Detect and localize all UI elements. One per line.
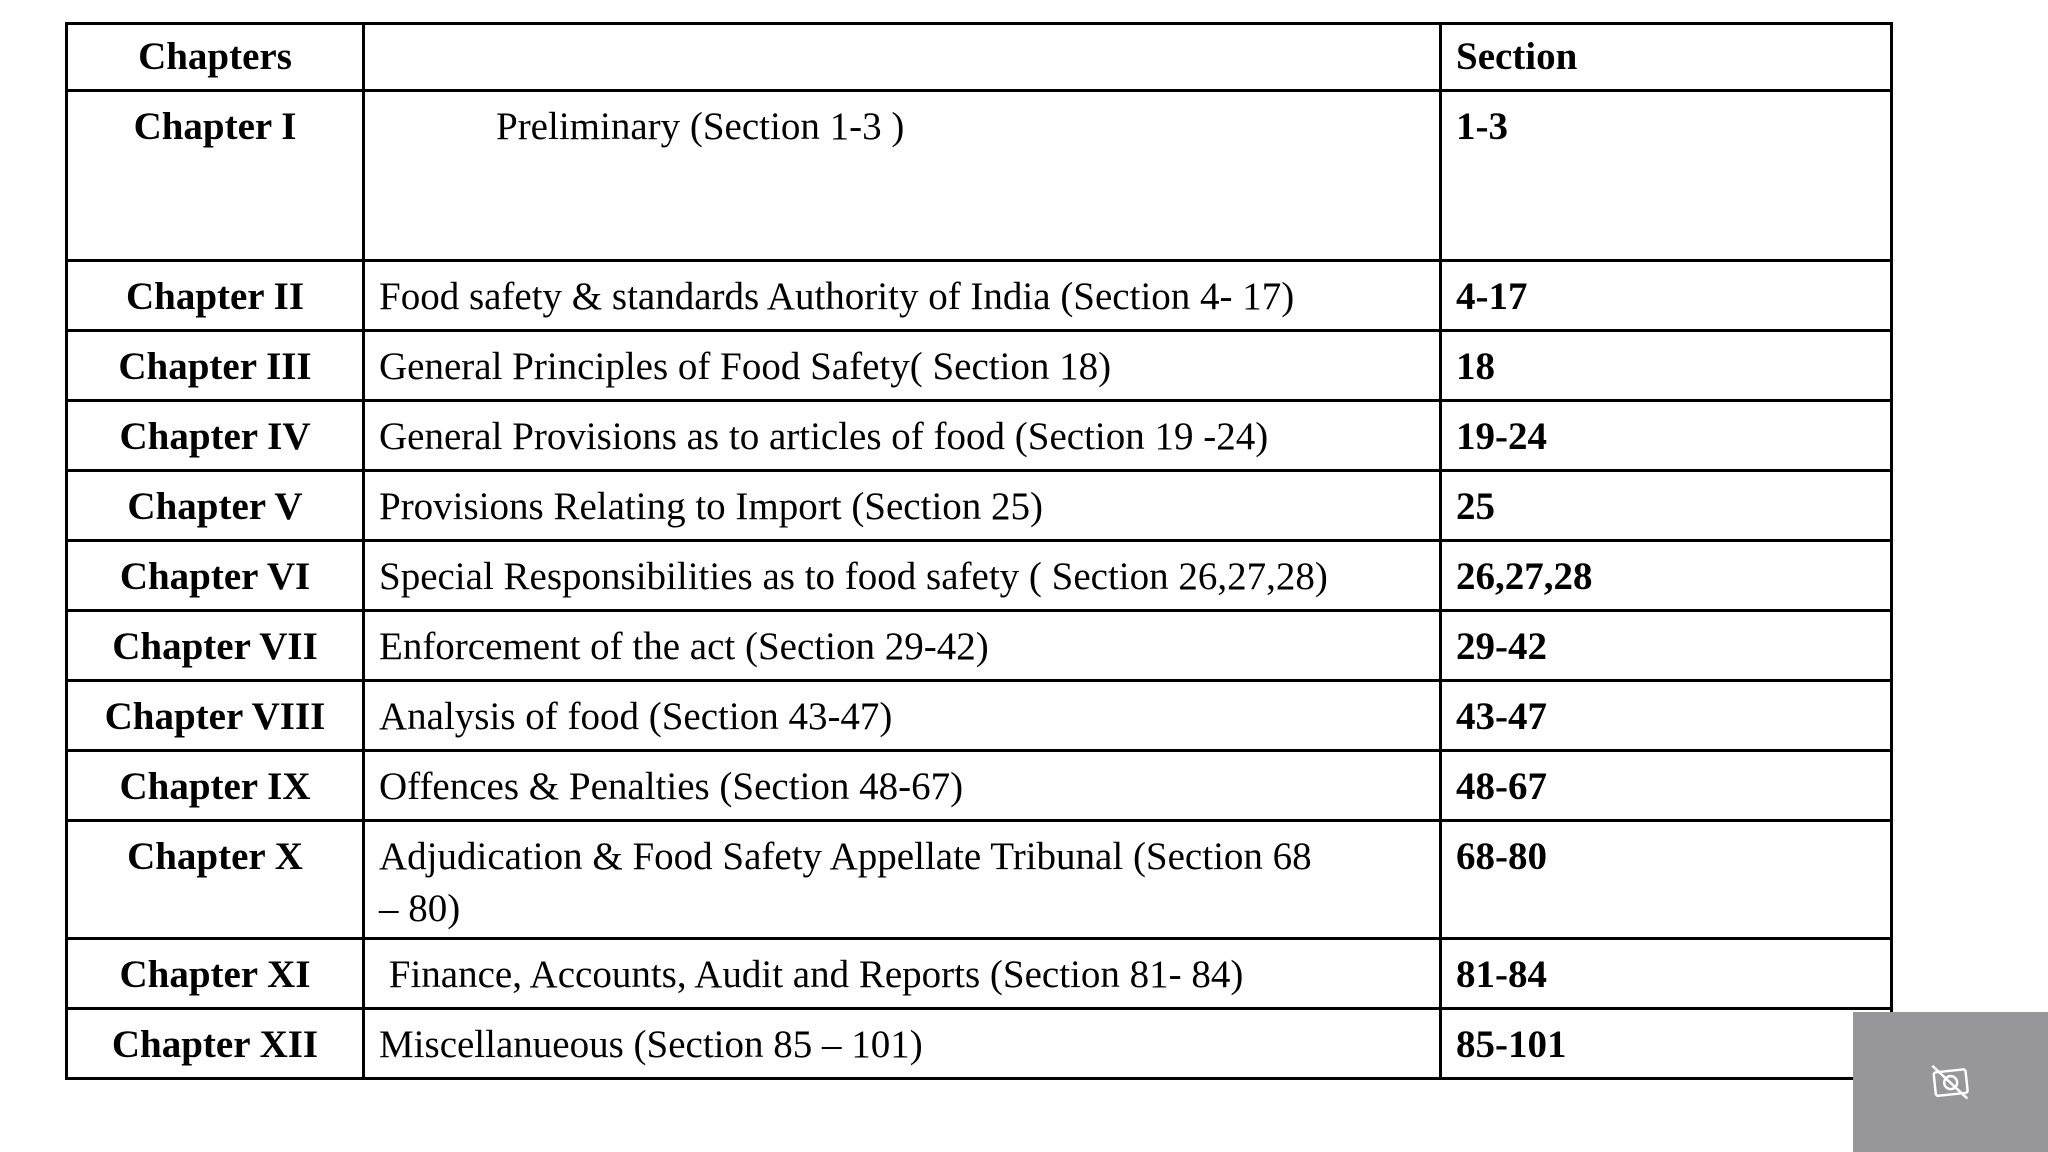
description-cell: General Provisions as to articles of foo… xyxy=(362,399,1442,472)
description-cell: Provisions Relating to Import (Section 2… xyxy=(362,469,1442,542)
description-cell: Finance, Accounts, Audit and Reports (Se… xyxy=(362,937,1442,1010)
broken-image-icon xyxy=(1928,1062,1974,1102)
chapter-cell: Chapter III xyxy=(65,329,365,402)
table-row: Chapter IX Offences & Penalties (Section… xyxy=(65,749,1893,822)
chapter-cell: Chapter VII xyxy=(65,609,365,682)
description-cell: Offences & Penalties (Section 48-67) xyxy=(362,749,1442,822)
section-cell: 19-24 xyxy=(1439,399,1893,472)
chapter-cell: Chapter IX xyxy=(65,749,365,822)
description-cell: Adjudication & Food Safety Appellate Tri… xyxy=(362,819,1442,940)
chapter-cell: Chapter VI xyxy=(65,539,365,612)
table-row: Chapter VI Special Responsibilities as t… xyxy=(65,539,1893,612)
table-row: Chapter VIII Analysis of food (Section 4… xyxy=(65,679,1893,752)
description-cell: Analysis of food (Section 43-47) xyxy=(362,679,1442,752)
table-row: Chapter X Adjudication & Food Safety App… xyxy=(65,819,1893,940)
chapter-cell: Chapter V xyxy=(65,469,365,542)
section-cell: 25 xyxy=(1439,469,1893,542)
section-cell: 1-3 xyxy=(1439,89,1893,262)
section-cell: 85-101 xyxy=(1439,1007,1893,1080)
chapter-cell: Chapter XII xyxy=(65,1007,365,1080)
section-cell: 48-67 xyxy=(1439,749,1893,822)
chapter-cell: Chapter I xyxy=(65,89,365,262)
section-cell: 26,27,28 xyxy=(1439,539,1893,612)
section-cell: 18 xyxy=(1439,329,1893,402)
section-cell: 4-17 xyxy=(1439,259,1893,332)
table-row: Chapter II Food safety & standards Autho… xyxy=(65,259,1893,332)
section-cell: 68-80 xyxy=(1439,819,1893,940)
chapters-table: Chapters Section Chapter I Preliminary (… xyxy=(65,22,1893,1080)
description-cell: Food safety & standards Authority of Ind… xyxy=(362,259,1442,332)
section-cell: 43-47 xyxy=(1439,679,1893,752)
chapter-cell: Chapter II xyxy=(65,259,365,332)
missing-image-placeholder xyxy=(1853,1012,2048,1152)
header-chapters: Chapters xyxy=(65,22,365,92)
table-header-row: Chapters Section xyxy=(65,22,1893,92)
section-cell: 29-42 xyxy=(1439,609,1893,682)
section-cell: 81-84 xyxy=(1439,937,1893,1010)
table-row: Chapter XII Miscellanueous (Section 85 –… xyxy=(65,1007,1893,1080)
description-cell: Miscellanueous (Section 85 – 101) xyxy=(362,1007,1442,1080)
table-row: Chapter III General Principles of Food S… xyxy=(65,329,1893,402)
table-row: Chapter IV General Provisions as to arti… xyxy=(65,399,1893,472)
description-cell: Enforcement of the act (Section 29-42) xyxy=(362,609,1442,682)
table-row: Chapter V Provisions Relating to Import … xyxy=(65,469,1893,542)
table-row: Chapter VII Enforcement of the act (Sect… xyxy=(65,609,1893,682)
header-section: Section xyxy=(1439,22,1893,92)
description-cell: Special Responsibilities as to food safe… xyxy=(362,539,1442,612)
description-cell: General Principles of Food Safety( Secti… xyxy=(362,329,1442,402)
chapter-cell: Chapter VIII xyxy=(65,679,365,752)
chapter-cell: Chapter IV xyxy=(65,399,365,472)
table-row: Chapter XI Finance, Accounts, Audit and … xyxy=(65,937,1893,1010)
header-description xyxy=(362,22,1442,92)
chapter-cell: Chapter X xyxy=(65,819,365,940)
table-row: Chapter I Preliminary (Section 1-3 ) 1-3 xyxy=(65,89,1893,262)
description-cell: Preliminary (Section 1-3 ) xyxy=(362,89,1442,262)
chapter-cell: Chapter XI xyxy=(65,937,365,1010)
